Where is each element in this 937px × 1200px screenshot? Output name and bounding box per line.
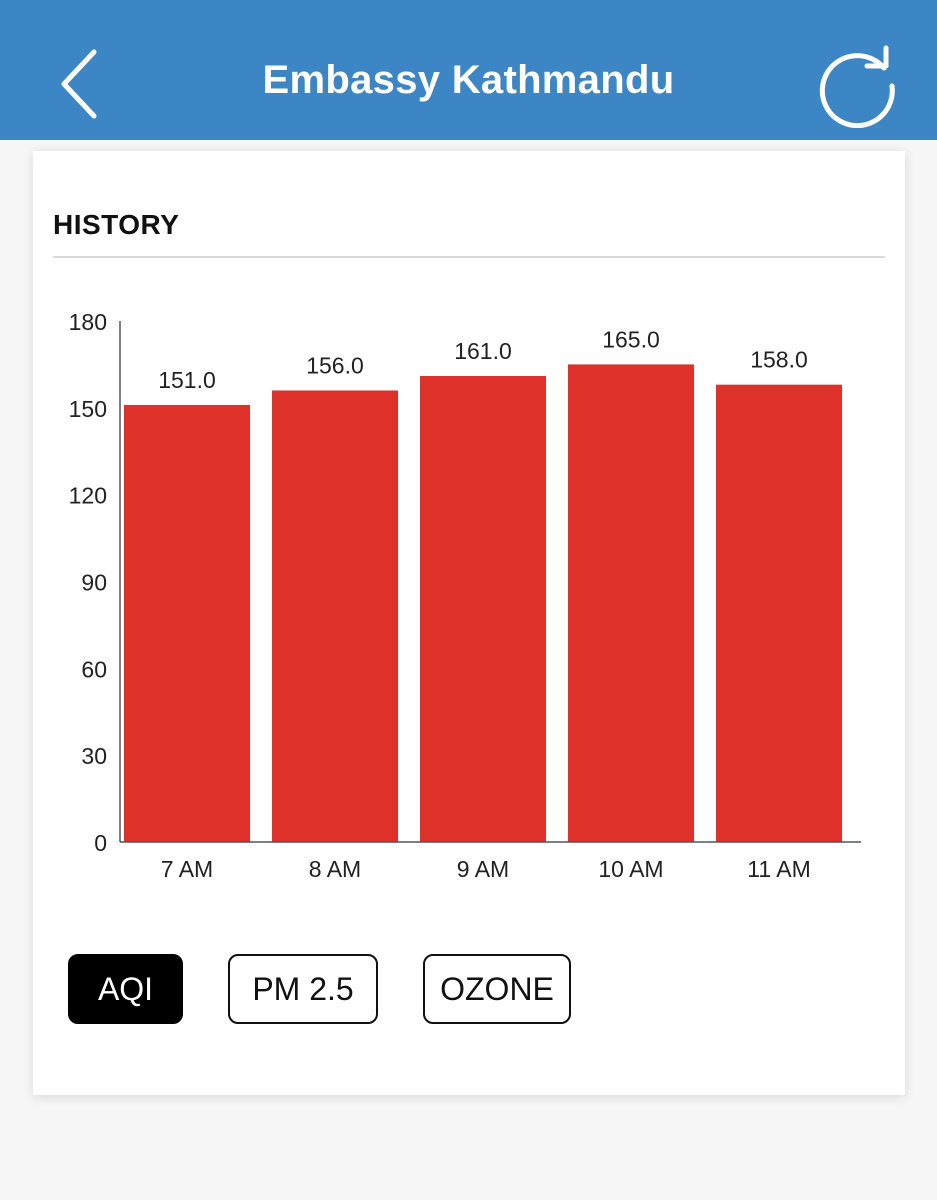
bar: [568, 364, 694, 842]
bar-value-label: 156.0: [306, 352, 364, 378]
x-tick-label: 10 AM: [598, 856, 663, 882]
aqi-bar-chart: 0 30 60 90 120 150 180 151.0 7 AM 156.0 8 AM 161.0 9…: [69, 309, 861, 882]
metric-selector: AQI PM 2.5 OZONE: [68, 954, 868, 1024]
bar: [420, 375, 546, 842]
app-header: Embassy Kathmandu: [0, 0, 937, 140]
bar-value-label: 165.0: [602, 326, 660, 352]
x-tick-label: 7 AM: [161, 856, 213, 882]
y-tick-label: 0: [94, 830, 107, 856]
section-title: HISTORY: [53, 209, 180, 240]
bar: [716, 384, 842, 842]
pm25-button[interactable]: PM 2.5: [228, 954, 378, 1024]
x-tick-label: 11 AM: [747, 856, 811, 882]
y-tick-label: 180: [69, 309, 107, 335]
x-tick-label: 8 AM: [309, 856, 361, 882]
back-button[interactable]: [50, 44, 110, 124]
refresh-icon: [819, 45, 895, 129]
bar: [272, 390, 398, 842]
y-tick-label: 90: [81, 570, 107, 596]
bar-value-label: 151.0: [158, 367, 216, 393]
refresh-button[interactable]: [812, 44, 902, 129]
history-card: HISTORY 0 30 60 90 120 150 180 151.0 7 AM 156.0 8 …: [33, 151, 905, 1095]
x-tick-label: 9 AM: [457, 856, 509, 882]
bar-value-label: 158.0: [750, 347, 808, 373]
page-title: Embassy Kathmandu: [262, 58, 675, 102]
y-tick-label: 120: [69, 483, 107, 509]
bar: [124, 404, 250, 842]
y-tick-label: 60: [81, 656, 107, 682]
divider: [53, 256, 885, 258]
chevron-left-icon: [61, 49, 97, 119]
y-tick-label: 30: [81, 743, 107, 769]
y-tick-label: 150: [69, 396, 107, 422]
bar-value-label: 161.0: [454, 338, 512, 364]
ozone-button[interactable]: OZONE: [423, 954, 571, 1024]
aqi-button[interactable]: AQI: [68, 954, 183, 1024]
